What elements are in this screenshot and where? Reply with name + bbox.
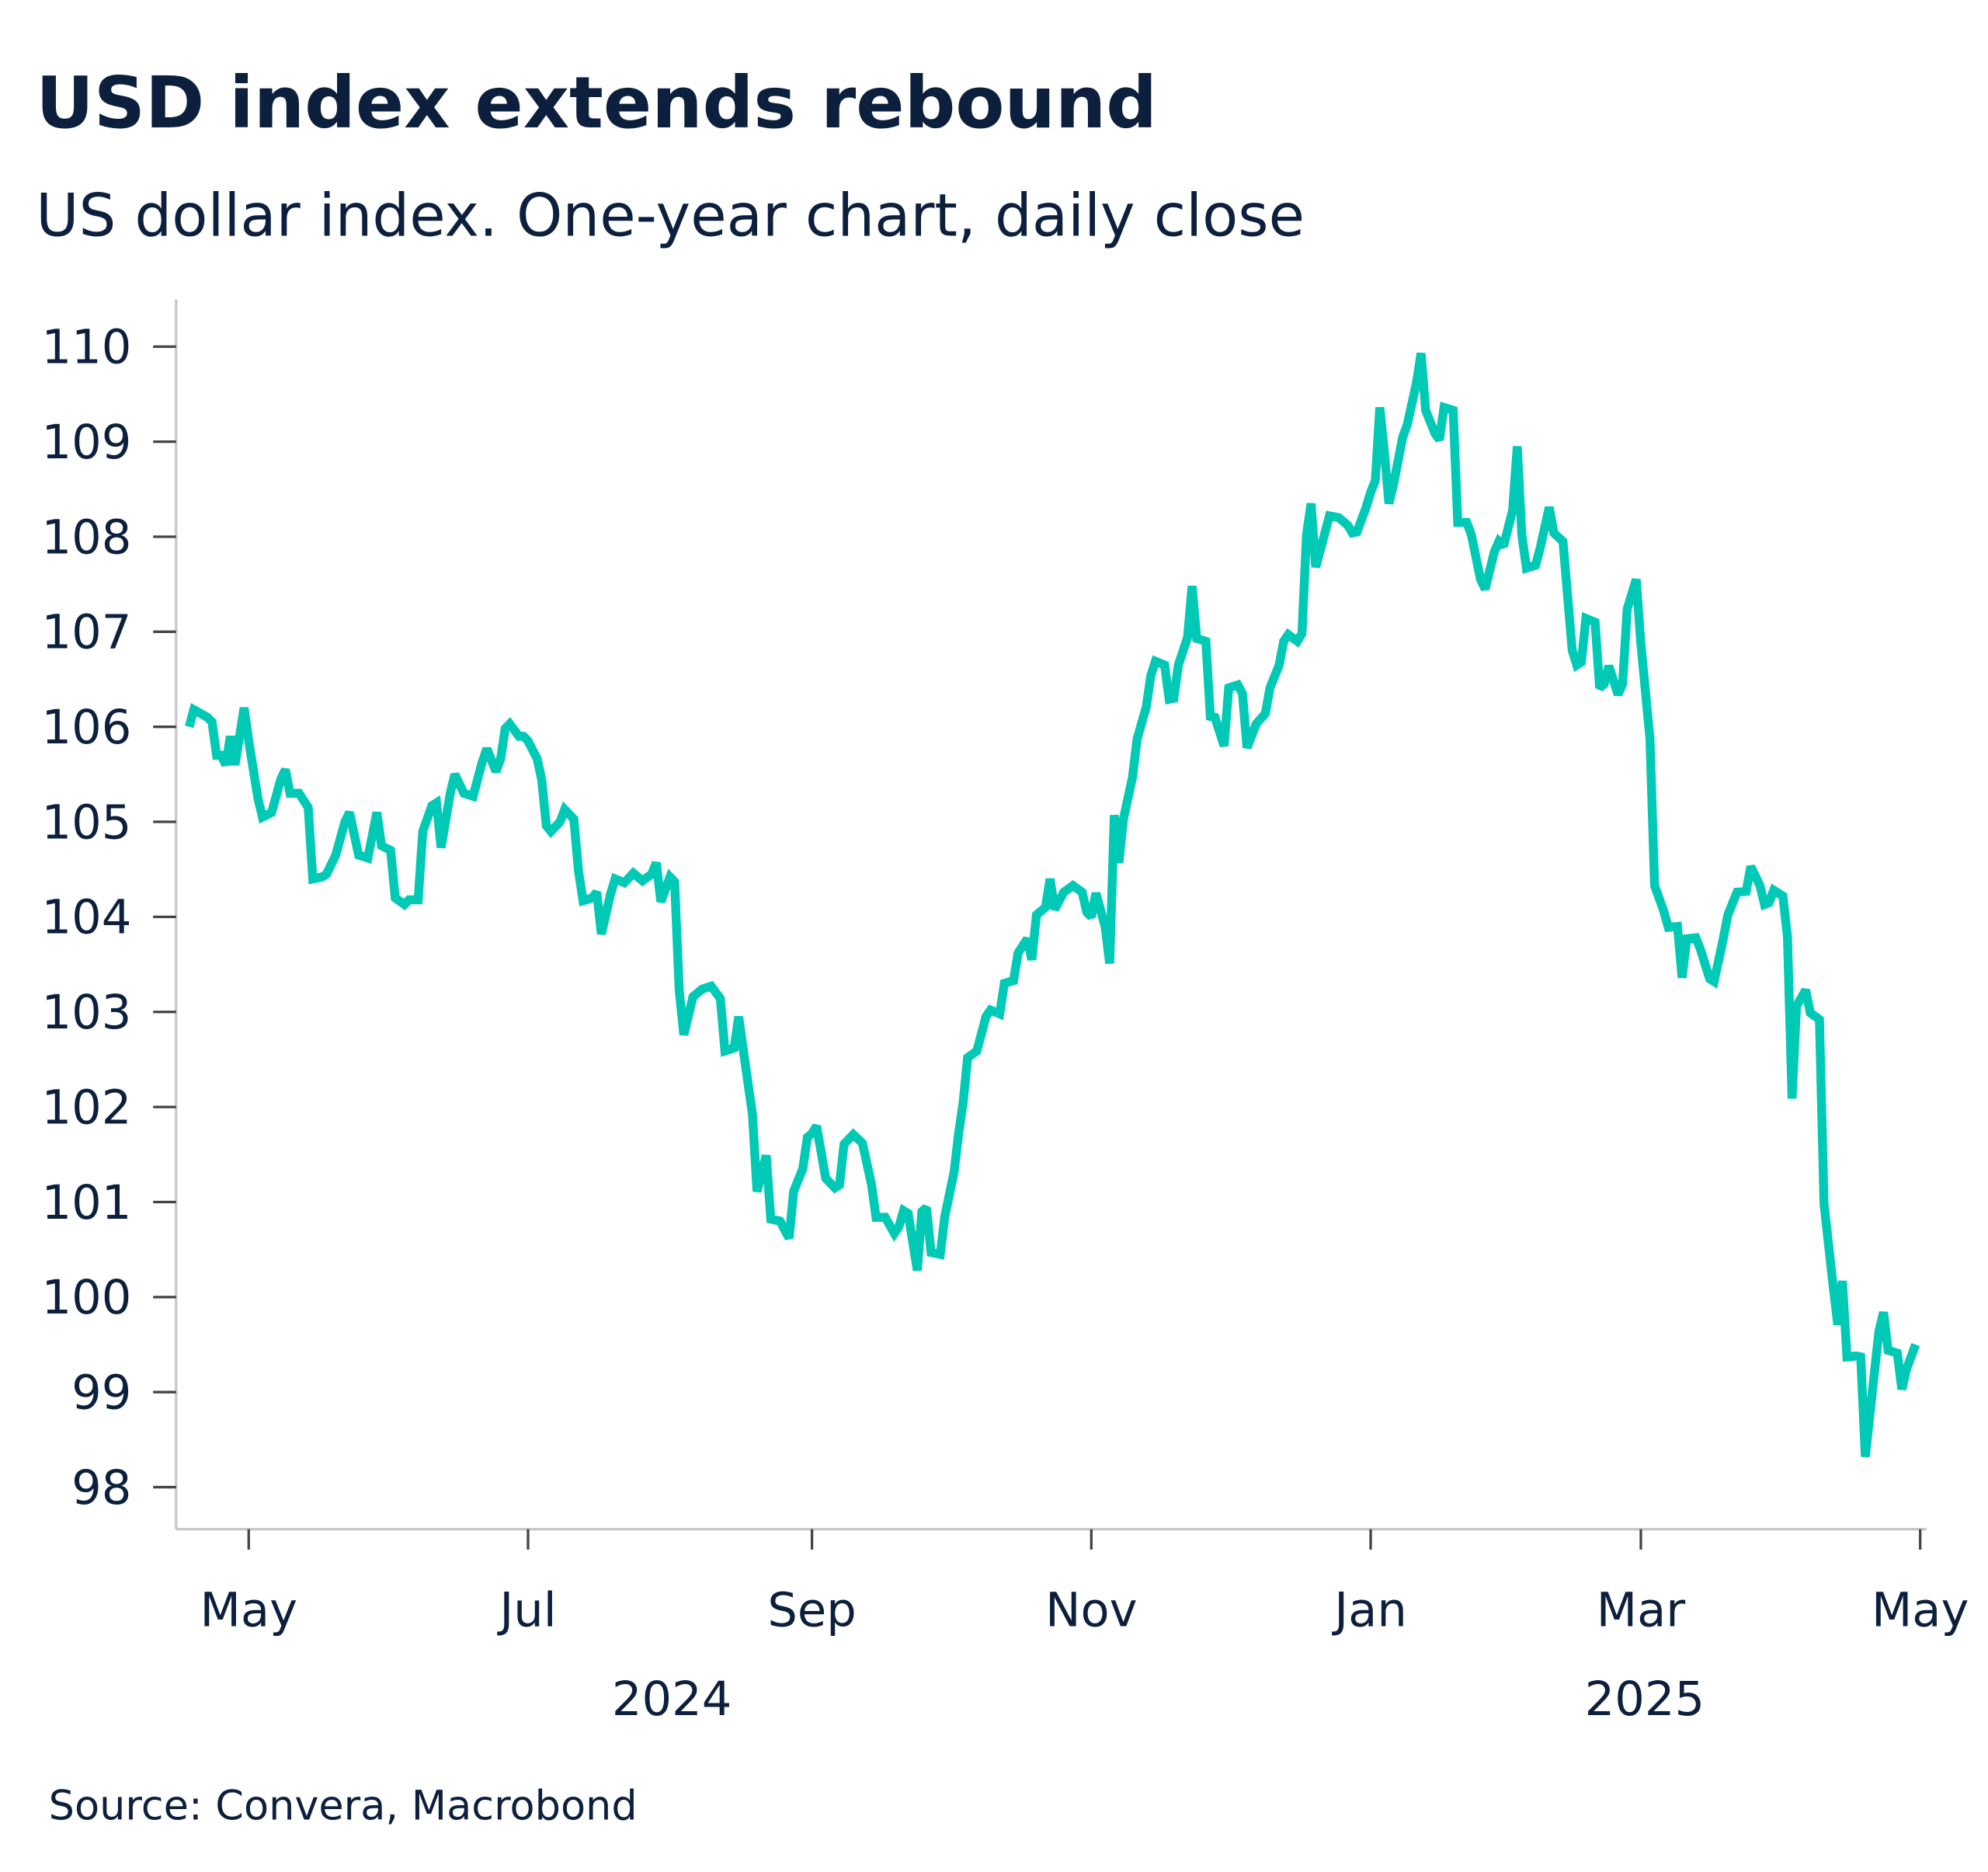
y-tick-label: 99 — [71, 1366, 131, 1421]
y-tick-label: 105 — [41, 795, 131, 850]
y-tick-label: 108 — [41, 510, 131, 565]
x-tick-label: Mar — [1597, 1583, 1686, 1637]
y-tick-label: 110 — [41, 321, 131, 375]
x-ticks: May Jul Sep Nov Jan Mar May 2024 2025 — [200, 1529, 1969, 1727]
x-tick-label: Nov — [1045, 1583, 1137, 1637]
y-tick-label: 103 — [41, 986, 131, 1040]
chart-title: USD index extends rebound — [36, 61, 1157, 144]
y-tick-label: 100 — [41, 1271, 131, 1325]
usd-index-line — [185, 352, 1920, 1457]
y-tick-label: 102 — [41, 1080, 131, 1135]
x-tick-label: May — [1872, 1583, 1969, 1637]
x-tick-label: Sep — [767, 1583, 856, 1637]
year-label: 2024 — [612, 1672, 732, 1727]
y-ticks: 98 99 100 101 102 103 104 105 106 107 108 109 110 — [41, 321, 176, 1515]
chart-subtitle: US dollar index. One-year chart, daily c… — [36, 182, 1305, 250]
y-tick-label: 104 — [41, 891, 131, 945]
y-tick-label: 98 — [71, 1461, 131, 1515]
year-label: 2025 — [1585, 1672, 1705, 1727]
series — [185, 352, 1920, 1457]
y-tick-label: 106 — [41, 701, 131, 755]
x-tick-label: May — [200, 1583, 297, 1637]
x-tick-label: Jan — [1331, 1583, 1407, 1637]
x-tick-label: Jul — [496, 1583, 556, 1637]
y-tick-label: 107 — [41, 606, 131, 660]
source-note: Source: Convera, Macrobond — [49, 1783, 638, 1830]
y-tick-label: 101 — [41, 1176, 131, 1230]
y-tick-label: 109 — [41, 416, 131, 470]
axes — [175, 299, 1927, 1531]
